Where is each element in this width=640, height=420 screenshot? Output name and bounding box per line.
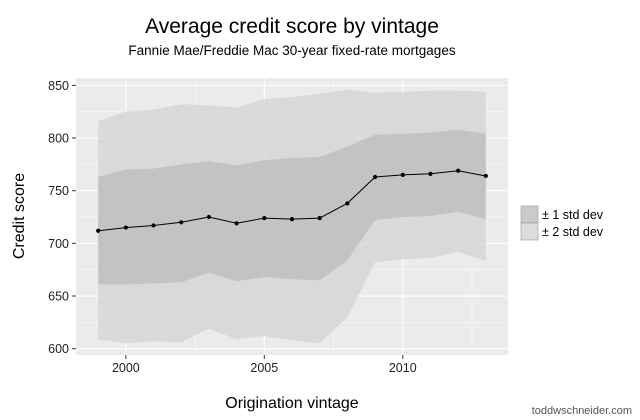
data-point bbox=[289, 217, 295, 222]
legend-key bbox=[520, 222, 539, 241]
axis-ticks: 600 650 700 750 800 850 2000 2005 2010 bbox=[48, 79, 417, 375]
data-point bbox=[234, 221, 239, 226]
legend: ± 1 std dev ± 2 std dev bbox=[520, 205, 604, 241]
data-point bbox=[262, 215, 267, 221]
legend-label: ± 2 std dev bbox=[542, 225, 604, 239]
data-point bbox=[456, 168, 461, 173]
y-tick-label: 600 bbox=[48, 342, 69, 356]
x-axis-title: Origination vintage bbox=[225, 395, 359, 412]
data-point bbox=[372, 174, 378, 180]
x-tick-label: 2005 bbox=[250, 361, 278, 375]
y-tick-label: 650 bbox=[48, 290, 69, 304]
data-point bbox=[317, 215, 322, 221]
data-point bbox=[428, 171, 433, 176]
source-credit: toddwschneider.com bbox=[532, 405, 632, 417]
data-point bbox=[151, 223, 156, 228]
std-dev-bands bbox=[98, 89, 486, 344]
data-point bbox=[400, 172, 405, 177]
legend-label: ± 1 std dev bbox=[542, 208, 604, 222]
chart-title: Average credit score by vintage bbox=[145, 15, 439, 38]
band-1sd bbox=[98, 129, 486, 285]
x-tick-label: 2010 bbox=[389, 361, 417, 375]
chart-subtitle: Fannie Mae/Freddie Mac 30-year fixed-rat… bbox=[128, 43, 455, 58]
y-axis-title: Credit score bbox=[11, 173, 28, 259]
data-point bbox=[206, 214, 212, 220]
data-point bbox=[123, 225, 128, 230]
data-point bbox=[483, 173, 488, 179]
data-point bbox=[179, 220, 184, 225]
legend-key bbox=[520, 205, 539, 224]
y-tick-label: 850 bbox=[48, 79, 69, 93]
average-score-series bbox=[96, 168, 488, 233]
x-tick-label: 2000 bbox=[112, 361, 140, 375]
y-tick-label: 700 bbox=[48, 237, 69, 251]
data-point bbox=[345, 201, 350, 206]
y-tick-label: 750 bbox=[48, 184, 69, 198]
y-tick-label: 800 bbox=[48, 132, 69, 146]
data-point bbox=[96, 228, 101, 233]
